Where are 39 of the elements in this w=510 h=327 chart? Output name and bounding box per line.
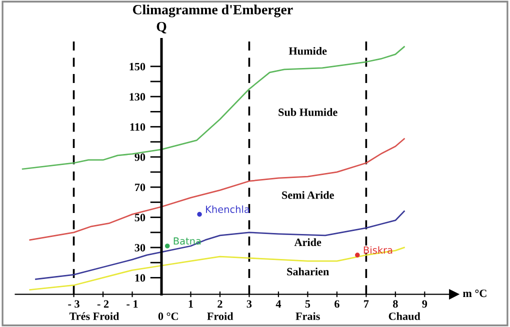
chart-title: Climagramme d'Emberger [132,4,293,18]
x-tick-label: 3 [246,300,252,308]
text: Chaud [388,312,420,320]
series-label: Batna [174,237,201,245]
point [197,212,202,217]
y-tick-label: 70 [135,184,146,192]
x-tick-label: 1 [188,300,193,308]
text: 0 °C [158,312,178,320]
x-tick-label: 4 [276,300,282,308]
y-tick-label: 10 [135,274,146,282]
x-tick-label: - 1 [126,300,138,308]
annotation: Sub Humide [278,108,338,116]
x-tick-label: 6 [334,300,340,308]
annotation: Aride [294,238,322,246]
x-tick-label: 2 [218,300,222,308]
y-tick-label: 90 [134,153,146,161]
x-tick-label: 9 [422,300,428,308]
annotation: Saharien [287,268,329,276]
x-tick-label: - 2 [97,300,109,308]
text: Frais [296,312,320,320]
y-tick-label: 50 [134,214,146,222]
text: Trés Froid [69,312,120,320]
x-tick-label: - 3 [68,300,80,308]
x-tick-label: 5 [305,300,310,308]
y-tick-label: 110 [130,123,146,131]
point [355,252,360,258]
x-tick-label: 7 [364,300,369,308]
x-tick-label: 8 [393,300,398,308]
y-axis-title: Q [156,22,166,34]
text: Froid [207,312,234,320]
y-tick-label: 30 [134,244,146,252]
line-series [22,46,405,170]
annotation: Semi Aride [282,191,334,199]
point [164,244,170,248]
y-tick-label: 130 [130,93,146,101]
x-axis-title: m °C [462,290,486,298]
annotation: Humide [288,46,327,55]
y-tick-label: 150 [130,62,146,70]
series-label: Biskra [364,246,392,254]
